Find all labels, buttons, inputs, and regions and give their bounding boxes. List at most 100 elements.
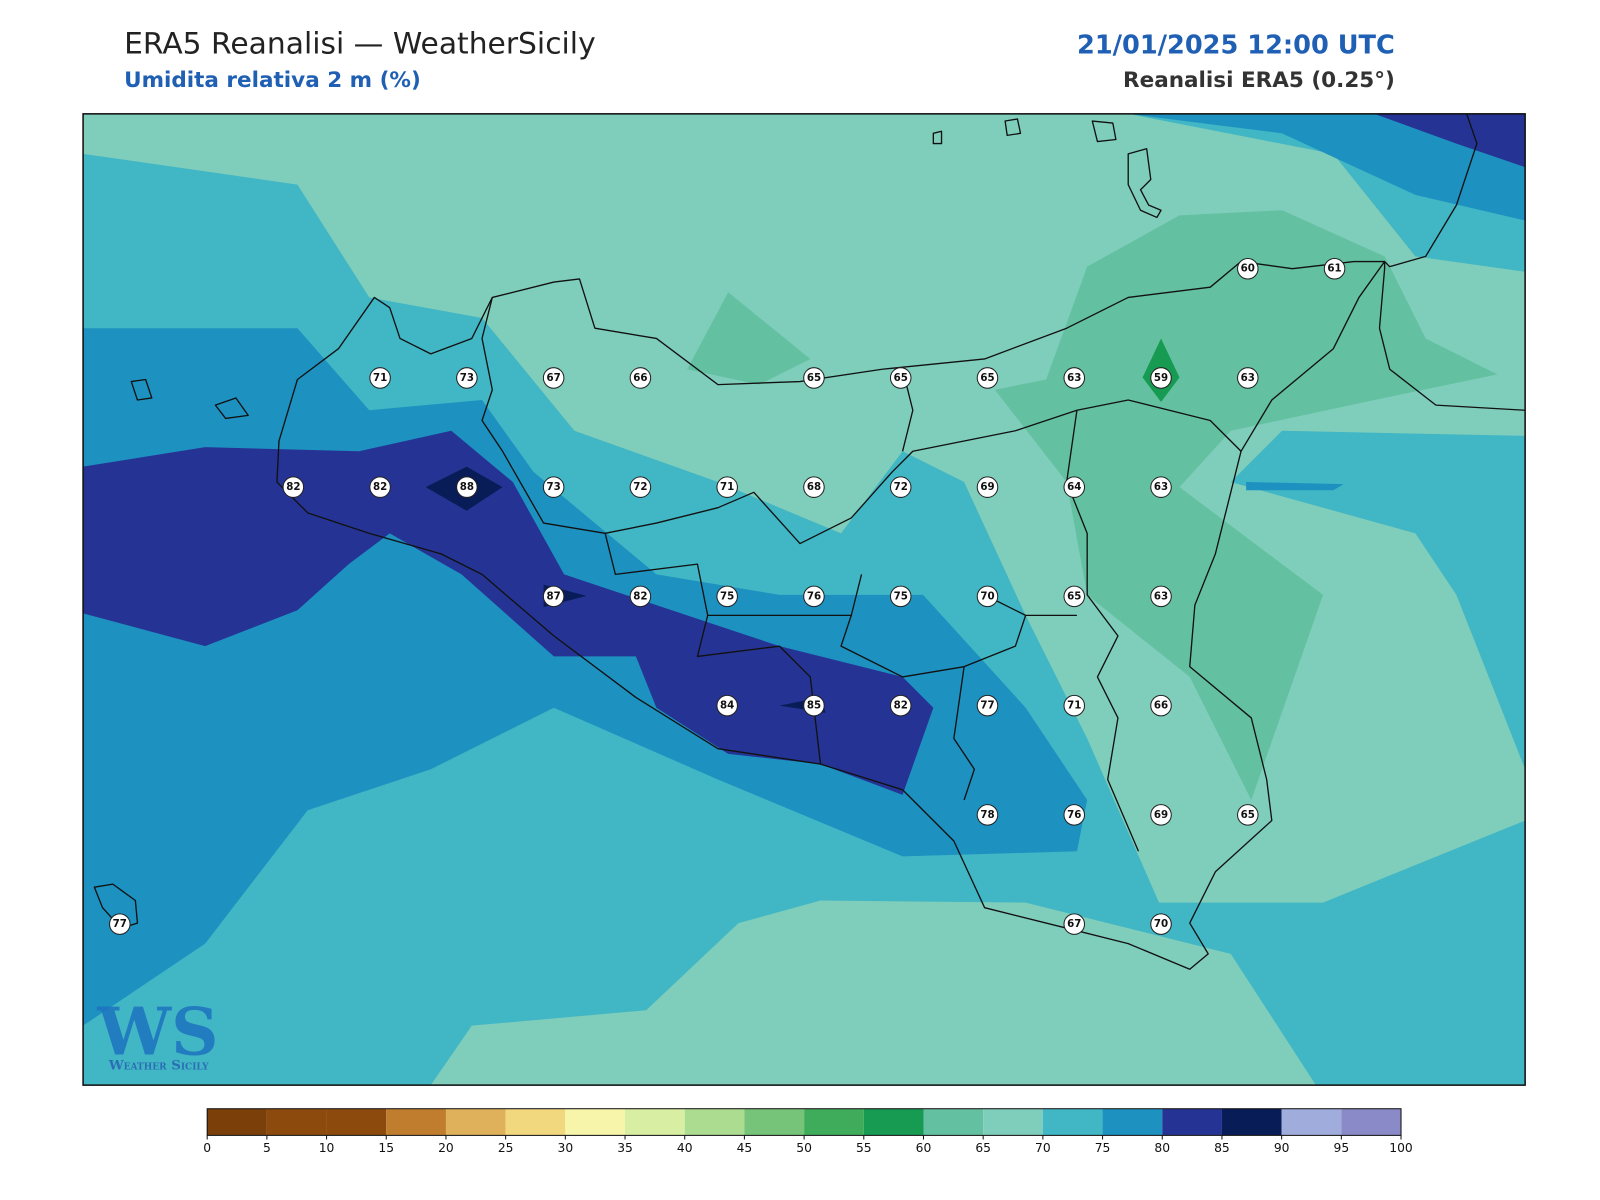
station-marker [803,476,825,498]
colorbar-tick-label: 10 [319,1141,335,1155]
station-marker [369,367,391,389]
colorbar-tick-label: 55 [856,1141,872,1155]
station-value: 85 [807,700,821,712]
field [687,292,811,385]
colorbar-swatch [983,1108,1043,1136]
field [994,210,1498,800]
colorbar-swatch [1042,1108,1103,1136]
station-marker [716,694,738,717]
colorbar-swatch [386,1108,446,1136]
coastline [1378,113,1526,411]
station-marker [1063,585,1086,608]
station-marker [456,367,478,389]
station-value: 61 [1327,263,1341,275]
station-marker [629,585,652,608]
station-marker [369,476,391,498]
station-marker [1063,476,1086,498]
station-value: 65 [1067,590,1081,602]
title: ERA5 Reanalisi — WeatherSicily [124,26,596,61]
source: Reanalisi ERA5 (0.25°) [1123,68,1395,93]
colorbar-tick-label: 60 [916,1141,932,1155]
colorbar-swatch [625,1108,685,1136]
station-marker [1063,913,1086,935]
station-marker [542,476,565,498]
colorbar: 0 5 10 15 20 25 30 35 40 45 50 55 60 65 70 75 80 85 90 95 10… [203,1108,1413,1155]
station-marker [1150,367,1172,389]
station-marker [1063,367,1086,389]
colorbar-swatch [744,1108,805,1136]
colorbar-swatch [326,1108,387,1136]
station-value: 65 [1241,809,1255,821]
station-marker [976,476,999,498]
station-value: 63 [1067,372,1081,384]
station-value: 68 [807,481,821,493]
station-value: 75 [894,590,908,602]
station-marker [542,585,565,608]
colorbar-swatch [445,1108,506,1136]
station-value: 70 [1154,918,1168,930]
colorbar-tick-label: 40 [677,1141,693,1155]
station-value: 72 [894,481,908,493]
station-marker [803,585,825,608]
colorbar-swatch [804,1108,864,1136]
colorbar-tick-label: 85 [1214,1141,1230,1155]
station-value: 71 [720,481,734,493]
station-value: 63 [1241,372,1255,384]
station-value: 63 [1154,481,1168,493]
station-value: 59 [1154,372,1168,384]
field [1128,113,1526,221]
date: 21/01/2025 12:00 UTC [1077,30,1395,60]
station-value: 60 [1241,263,1255,275]
colorbar-swatch [1102,1108,1163,1136]
station-marker [282,476,305,498]
station-marker [716,585,738,608]
station-marker [1150,694,1172,717]
station-marker [1150,913,1172,935]
station-value: 84 [720,700,734,712]
island [93,118,1162,929]
coastline [276,260,1386,970]
station-marker [976,694,999,717]
colorbar-swatch [863,1108,924,1136]
station-marker [889,476,912,498]
colorbar-swatch [1341,1108,1402,1136]
colorbar-tick-label: 95 [1334,1141,1350,1155]
station-value: 67 [547,372,561,384]
station-marker [803,367,825,389]
station-value: 73 [547,481,561,493]
colorbar-tick-label: 70 [1035,1141,1051,1155]
station-marker [889,694,912,717]
colorbar-swatch [266,1108,327,1136]
colorbar-tick-label: 90 [1274,1141,1290,1155]
station-value: 65 [980,372,994,384]
colorbar-tick-label: 45 [737,1141,753,1155]
station-value: 71 [373,372,387,384]
station-value: 76 [1067,809,1081,821]
station-value: 73 [460,372,474,384]
colorbar-swatch [684,1108,745,1136]
station-value: 65 [894,372,908,384]
logo-mark: WS [96,993,218,1070]
colorbar-tick-label: 100 [1389,1141,1412,1155]
colorbar-tick-label: 75 [1095,1141,1111,1155]
station-value: 69 [980,481,994,493]
colorbar-swatch [207,1108,267,1136]
station-marker [109,913,131,935]
station-marker [1063,804,1086,826]
colorbar-tick-label: 30 [558,1141,574,1155]
station-value: 76 [807,590,821,602]
station-marker [1150,804,1172,826]
station-marker [889,367,912,389]
station-value: 67 [1067,918,1081,930]
station-value: 70 [980,590,994,602]
station-marker [1063,694,1086,717]
station-value: 77 [113,918,127,930]
map-frame [82,113,1526,1086]
station-value: 82 [373,481,387,493]
field [430,900,1316,1086]
station-marker [1150,585,1172,608]
station-value: 88 [460,481,474,493]
station-marker [542,367,565,389]
colorbar-swatch [923,1108,984,1136]
